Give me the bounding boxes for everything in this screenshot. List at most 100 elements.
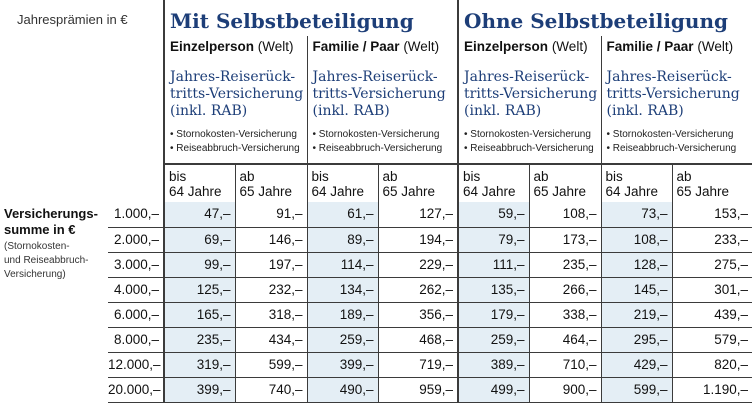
premium-cell: 219,– [600,302,673,328]
premium-cell: 740,– [234,377,307,403]
premium-cell: 439,– [671,302,753,328]
age-row: bis 64 Jahre ab 65 Jahre bis 64 Jahre ab 65 … [0,163,753,202]
premium-cell: 146,– [234,227,307,253]
premium-table: Jahresprämien in € Mit Selbstbeteiligung… [0,0,753,403]
premium-cell: 135,– [457,277,530,303]
premium-cell: 61,– [306,202,378,228]
insured-sum: 1.000,– [108,202,164,228]
premium-cell: 319,– [163,352,235,378]
premium-cell: 468,– [377,327,459,353]
premium-cell: 189,– [306,302,378,328]
premium-cell: 233,– [671,227,753,253]
premium-cell: 499,– [457,377,530,403]
premium-cell: 59,– [457,202,530,228]
premium-cell: 599,– [234,352,307,378]
premium-cell: 127,– [377,202,459,228]
premium-cell: 429,– [600,352,673,378]
premium-cell: 194,– [377,227,459,253]
age-old: ab 65 Jahre [234,163,307,202]
premium-cell: 599,– [600,377,673,403]
premium-cell: 153,– [671,202,753,228]
group-title-mit: Mit Selbstbeteiligung [162,0,459,36]
premium-cell: 275,– [671,252,753,278]
premium-cell: 114,– [306,252,378,278]
category-mit-einzel: Einzelperson (Welt) Jahres-Reiserück- tr… [163,36,307,164]
premium-cell: 259,– [306,327,378,353]
premium-cell: 389,– [457,352,530,378]
age-old: ab 65 Jahre [671,163,753,202]
product-title: Jahres-Reiserück- tritts-Versicherung (i… [464,69,598,119]
table-row: Versicherungs-summe in € (Stornokosten-u… [0,202,753,280]
premium-cell: 108,– [528,202,602,228]
product-bullets: • Stornokosten-Versicherung • Reiseabbru… [464,129,594,154]
table-row: 6.000,– 165,– 318,– 189,– 356,– 179,– 33… [0,302,753,328]
category-mit-familie: Familie / Paar (Welt) Jahres-Reiserück- … [306,36,459,164]
premium-cell: 399,– [306,352,378,378]
premium-cell: 111,– [457,252,530,278]
premium-cell: 91,– [234,202,307,228]
premium-cell: 165,– [163,302,235,328]
premium-cell: 232,– [234,277,307,303]
premium-cell: 69,– [163,227,235,253]
product-bullets: • Stornokosten-Versicherung • Reiseabbru… [170,129,300,154]
product-title: Jahres-Reiserück- tritts-Versicherung (i… [312,69,446,119]
premium-cell: 47,– [163,202,235,228]
age-young: bis 64 Jahre [163,163,235,202]
premium-cell: 959,– [377,377,459,403]
premium-cell: 820,– [671,352,753,378]
group-header-row: Jahresprämien in € Mit Selbstbeteiligung… [0,0,753,36]
premium-cell: 490,– [306,377,378,403]
premium-cell: 229,– [377,252,459,278]
premium-cell: 99,– [163,252,235,278]
table-row: 2.000,– 69,– 146,– 89,– 194,– 79,– 173,–… [0,227,753,253]
premium-cell: 73,– [600,202,673,228]
table-row: 3.000,– 99,– 197,– 114,– 229,– 111,– 235… [0,252,753,278]
premium-cell: 1.190,– [671,377,753,403]
table-row: 20.000,– 399,– 740,– 490,– 959,– 499,– 9… [0,377,753,403]
product-title: Jahres-Reiserück- tritts-Versicherung (i… [170,69,304,119]
product-title: Jahres-Reiserück- tritts-Versicherung (i… [606,69,740,119]
premium-cell: 464,– [528,327,602,353]
premium-cell: 235,– [528,252,602,278]
insured-sum: 20.000,– [108,377,164,403]
premium-cell: 128,– [600,252,673,278]
age-young: bis 64 Jahre [306,163,378,202]
premium-cell: 710,– [528,352,602,378]
premium-cell: 719,– [377,352,459,378]
age-old: ab 65 Jahre [528,163,602,202]
premium-cell: 145,– [600,277,673,303]
row-label: Versicherungs-summe in € (Stornokosten-u… [4,206,98,280]
category-ohne-familie: Familie / Paar (Welt) Jahres-Reiserück- … [600,36,753,164]
insured-sum: 2.000,– [108,227,164,253]
age-old: ab 65 Jahre [377,163,459,202]
insured-sum: 4.000,– [108,277,164,303]
premium-cell: 356,– [377,302,459,328]
premium-cell: 399,– [163,377,235,403]
premium-cell: 235,– [163,327,235,353]
product-bullets: • Stornokosten-Versicherung • Reiseabbru… [312,129,443,154]
premium-cell: 79,– [457,227,530,253]
table-row: 4.000,– 125,– 232,– 134,– 262,– 135,– 26… [0,277,753,303]
premium-cell: 318,– [234,302,307,328]
category-ohne-einzel: Einzelperson (Welt) Jahres-Reiserück- tr… [457,36,602,164]
premium-cell: 173,– [528,227,602,253]
age-young: bis 64 Jahre [600,163,673,202]
table-row: 12.000,– 319,– 599,– 399,– 719,– 389,– 7… [0,352,753,378]
table-row: 8.000,– 235,– 434,– 259,– 468,– 259,– 46… [0,327,753,353]
insured-sum: 12.000,– [108,352,164,378]
premium-cell: 259,– [457,327,530,353]
premium-cell: 89,– [306,227,378,253]
insured-sum: 3.000,– [108,252,164,278]
premium-cell: 338,– [528,302,602,328]
premium-cell: 434,– [234,327,307,353]
premium-cell: 900,– [528,377,602,403]
insured-sum: 6.000,– [108,302,164,328]
premium-cell: 179,– [457,302,530,328]
premium-cell: 134,– [306,277,378,303]
age-young: bis 64 Jahre [457,163,530,202]
premium-cell: 197,– [234,252,307,278]
premium-cell: 301,– [671,277,753,303]
premium-cell: 262,– [377,277,459,303]
premium-cell: 295,– [600,327,673,353]
group-title-ohne: Ohne Selbstbeteiligung [457,0,753,36]
